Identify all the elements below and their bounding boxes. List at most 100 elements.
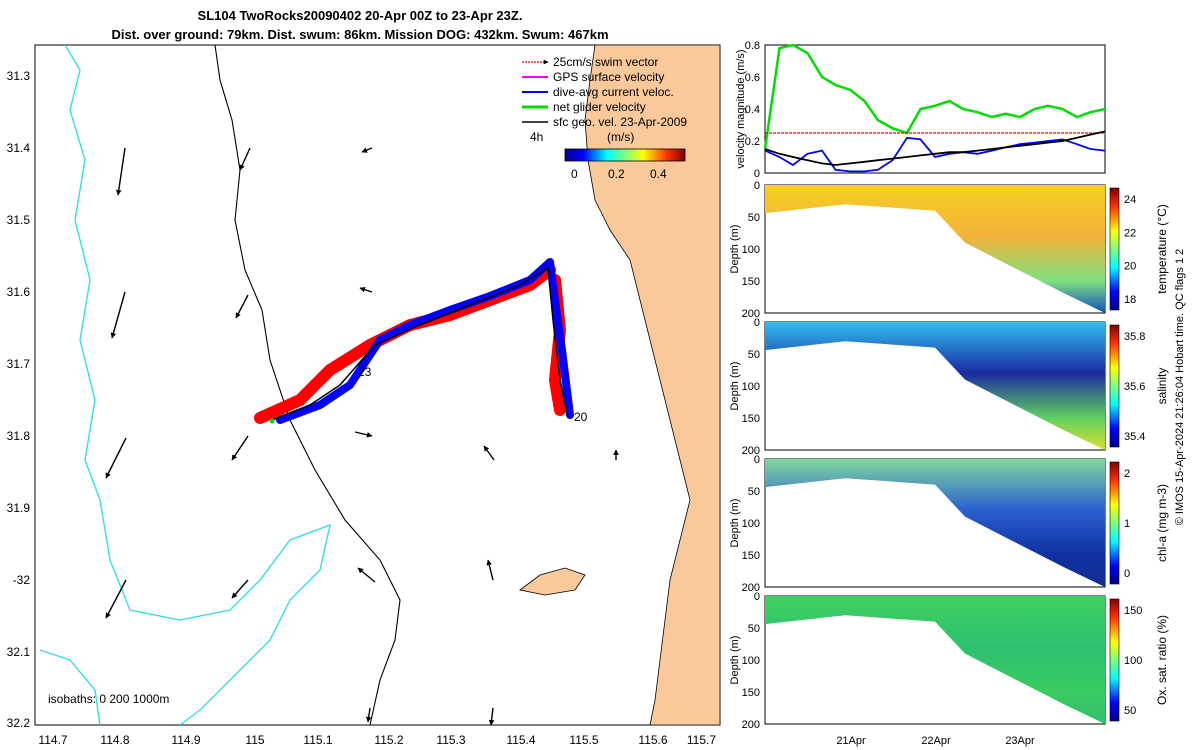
land-coastline: [584, 45, 720, 725]
section-colorbar-tick: 24: [1124, 194, 1136, 206]
svg-text:31.3: 31.3: [7, 69, 31, 83]
legend-net-glider: net glider velocity: [553, 100, 646, 114]
dive-avg-current: [276, 258, 574, 424]
colorbar-tick-0: 0: [571, 167, 578, 181]
svg-text:31.7: 31.7: [7, 357, 31, 371]
velocity-ylabel: velocity magnitude (m/s): [735, 49, 747, 168]
svg-text:31.8: 31.8: [7, 429, 31, 443]
section-ytick: 200: [742, 308, 760, 320]
svg-text:115.1: 115.1: [303, 733, 332, 747]
section-colorbar-tick: 20: [1124, 261, 1136, 273]
svg-text:115.3: 115.3: [436, 733, 465, 747]
colorbar-unit: (m/s): [607, 130, 634, 144]
section-ytick: 100: [742, 244, 760, 256]
svg-text:31.9: 31.9: [7, 501, 31, 515]
footer-note: © IMOS 15-Apr-2024 21:26:04 Hobart time.…: [1174, 249, 1186, 526]
section-ylabel: Depth (m): [729, 636, 741, 685]
section-colorbar-tick: 22: [1124, 227, 1136, 239]
velocity-y-ticks: 0 0.2 0.4 0.6 0.8: [745, 40, 760, 180]
svg-text:115.7: 115.7: [687, 733, 716, 747]
map-x-ticks: 114.7 114.8 114.9 115 115.1 115.2 115.3 …: [38, 733, 716, 747]
map-panel: 23 20 25cm/s swim vector GPS surface vel…: [7, 44, 721, 747]
svg-text:115.2: 115.2: [374, 733, 403, 747]
colorbar-tick-1: 0.2: [608, 167, 625, 181]
section-colorbar-salinity: [1109, 324, 1120, 448]
section-colorbar-label: Ox. sat. ratio (%): [1155, 615, 1169, 705]
colorbar-tick-2: 0.4: [650, 167, 667, 181]
svg-text:31.6: 31.6: [7, 285, 31, 299]
legend-gps-velocity: GPS surface velocity: [553, 70, 664, 84]
time-tick-23apr: 23Apr: [1005, 735, 1035, 747]
section-colorbar-tick: 0: [1124, 568, 1130, 580]
svg-text:114.7: 114.7: [38, 733, 67, 747]
section-colorbar-label: salinity: [1155, 368, 1169, 405]
svg-text:114.9: 114.9: [171, 733, 200, 747]
geo-velocity-field: [105, 147, 619, 725]
legend-sfc-geo: sfc geo. vel. 23-Apr-2009: [553, 115, 687, 129]
section-ytick: 0: [754, 454, 760, 466]
section-colorbar-temperature: [1109, 187, 1120, 311]
section-ytick: 200: [742, 719, 760, 731]
svg-text:115.6: 115.6: [638, 733, 667, 747]
section-ylabel: Depth (m): [729, 362, 741, 411]
velocity-series: [763, 43, 1106, 173]
velocity-series-line-0: [763, 43, 1106, 150]
section-ylabel: Depth (m): [729, 499, 741, 548]
net-glider-velocity-marker: [269, 418, 275, 424]
glider-track: [271, 266, 569, 421]
section-ytick: 100: [742, 381, 760, 393]
legend-swim-vector: 25cm/s swim vector: [553, 55, 658, 69]
section-ytick: 150: [742, 276, 760, 288]
section-ytick: 0: [754, 317, 760, 329]
map-y-ticks: 31.3 31.4 31.5 31.6 31.7 31.8 31.9 -32 3…: [7, 69, 31, 730]
isobath-1000: [214, 45, 401, 725]
map-legend: 25cm/s swim vector GPS surface velocity …: [522, 55, 687, 181]
velocity-panel: 0 0.2 0.4 0.6 0.8 velocity magnitude (m/s): [735, 40, 1106, 180]
section-colorbar-tick: 35.8: [1124, 331, 1145, 343]
isobath-200: [64, 45, 331, 725]
section-colorbar-label: temperature (°C): [1155, 204, 1169, 294]
section-colorbar-tick: 18: [1124, 294, 1136, 306]
section-field-salinity: [765, 322, 1105, 450]
section-ytick: 50: [748, 212, 760, 224]
chart-title-line1: SL104 TwoRocks20090402 20-Apr 00Z to 23-…: [197, 8, 523, 23]
section-ytick: 50: [748, 486, 760, 498]
island: [519, 567, 586, 596]
interval-label: 4h: [530, 130, 543, 144]
section-ytick: 0: [754, 180, 760, 192]
svg-text:32.1: 32.1: [7, 645, 31, 659]
velocity-series-line-2: [764, 136, 1106, 173]
section-field-chl-a: [765, 459, 1105, 587]
section-colorbar-tick: 150: [1124, 605, 1142, 617]
section-colorbar-chl-a: [1109, 461, 1120, 585]
section-colorbar-tick: 35.4: [1124, 431, 1145, 443]
section-colorbar-oxygen: [1109, 598, 1120, 722]
section-colorbar-tick: 50: [1124, 705, 1136, 717]
velocity-ytick: 0.2: [745, 136, 760, 148]
section-ytick: 0: [754, 591, 760, 603]
time-tick-22apr: 22Apr: [921, 735, 951, 747]
velocity-ytick: 0.8: [745, 40, 760, 52]
section-colorbar-tick: 2: [1124, 468, 1130, 480]
section-ytick: 50: [748, 623, 760, 635]
section-ytick: 150: [742, 550, 760, 562]
map-colorbar: [564, 148, 686, 162]
velocity-ytick: 0: [754, 168, 760, 180]
section-field-temperature: [765, 185, 1105, 313]
section-ytick: 100: [742, 518, 760, 530]
svg-text:31.4: 31.4: [7, 141, 31, 155]
time-tick-21apr: 21Apr: [836, 735, 866, 747]
section-ytick: 100: [742, 655, 760, 667]
section-colorbar-tick: 1: [1124, 518, 1130, 530]
time-axis: 21Apr 22Apr 23Apr: [836, 735, 1035, 747]
svg-text:-32: -32: [13, 573, 31, 587]
section-ytick: 150: [742, 413, 760, 425]
chart-title-line2: Dist. over ground: 79km. Dist. swum: 86k…: [111, 27, 609, 42]
section-ylabel: Depth (m): [729, 225, 741, 274]
section-colorbar-tick: 35.6: [1124, 381, 1145, 393]
track-label-23: 23: [358, 365, 372, 379]
svg-text:31.5: 31.5: [7, 213, 31, 227]
section-field-oxygen: [765, 596, 1105, 724]
